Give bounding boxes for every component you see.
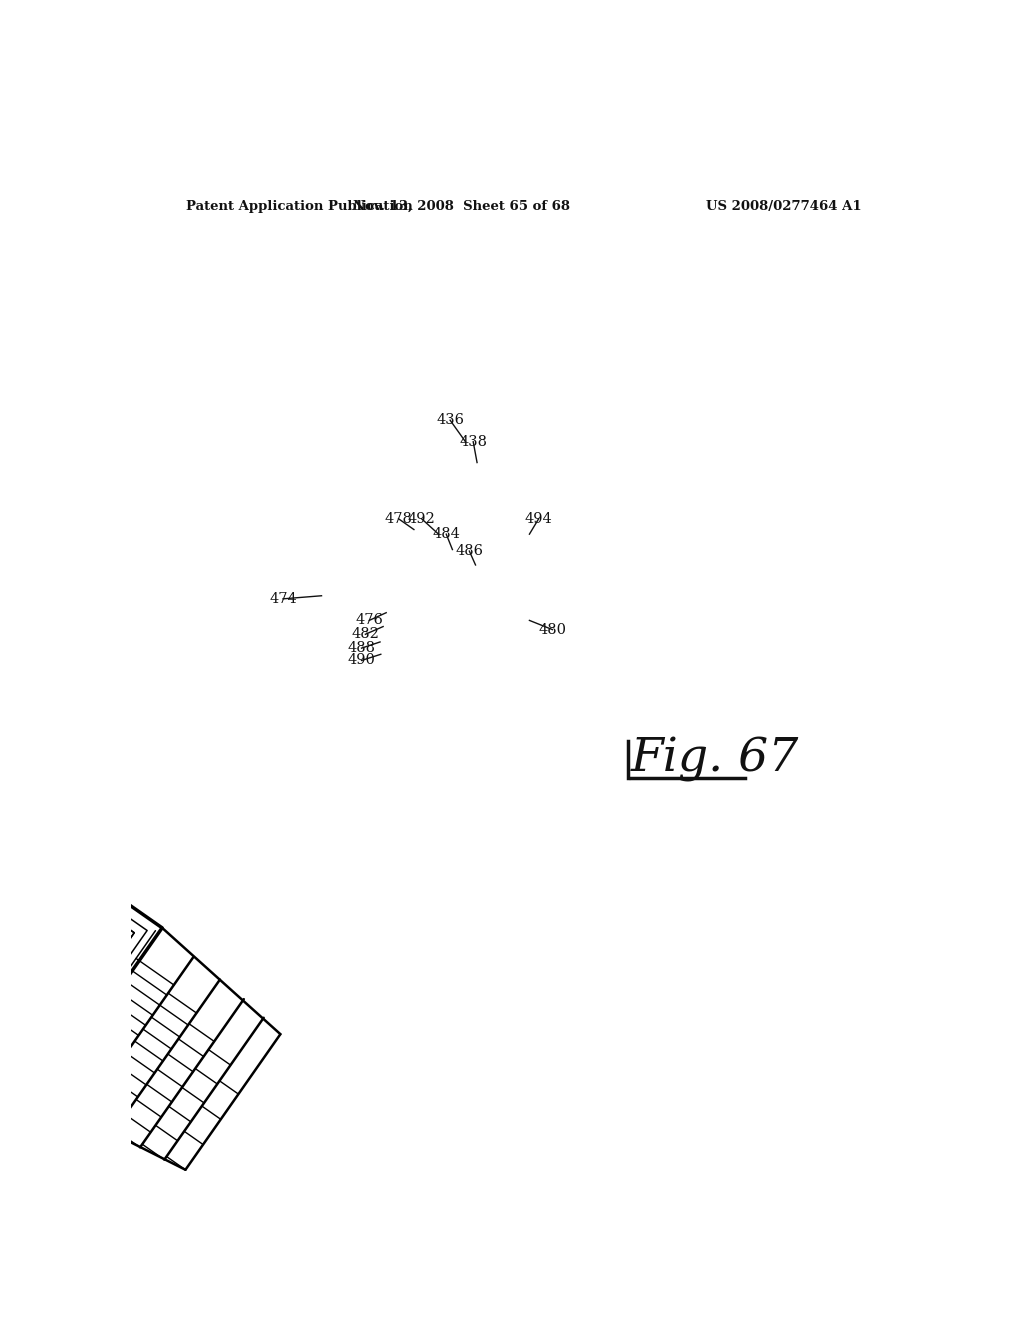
Text: 486: 486 [456, 544, 483, 558]
Text: Nov. 13, 2008  Sheet 65 of 68: Nov. 13, 2008 Sheet 65 of 68 [353, 199, 570, 213]
Text: 488: 488 [347, 642, 376, 655]
Text: 492: 492 [408, 512, 435, 525]
Text: Patent Application Publication: Patent Application Publication [186, 199, 413, 213]
Text: 478: 478 [385, 512, 413, 525]
Text: 482: 482 [351, 627, 379, 642]
Text: 490: 490 [347, 653, 376, 668]
Text: Fig. 67: Fig. 67 [631, 737, 800, 781]
Text: 484: 484 [432, 527, 460, 541]
Text: 436: 436 [436, 413, 464, 428]
Text: 438: 438 [459, 434, 487, 449]
Text: 474: 474 [269, 591, 297, 606]
Text: 476: 476 [355, 614, 383, 627]
Text: 494: 494 [524, 512, 553, 525]
Text: US 2008/0277464 A1: US 2008/0277464 A1 [707, 199, 862, 213]
Text: 480: 480 [539, 623, 566, 636]
